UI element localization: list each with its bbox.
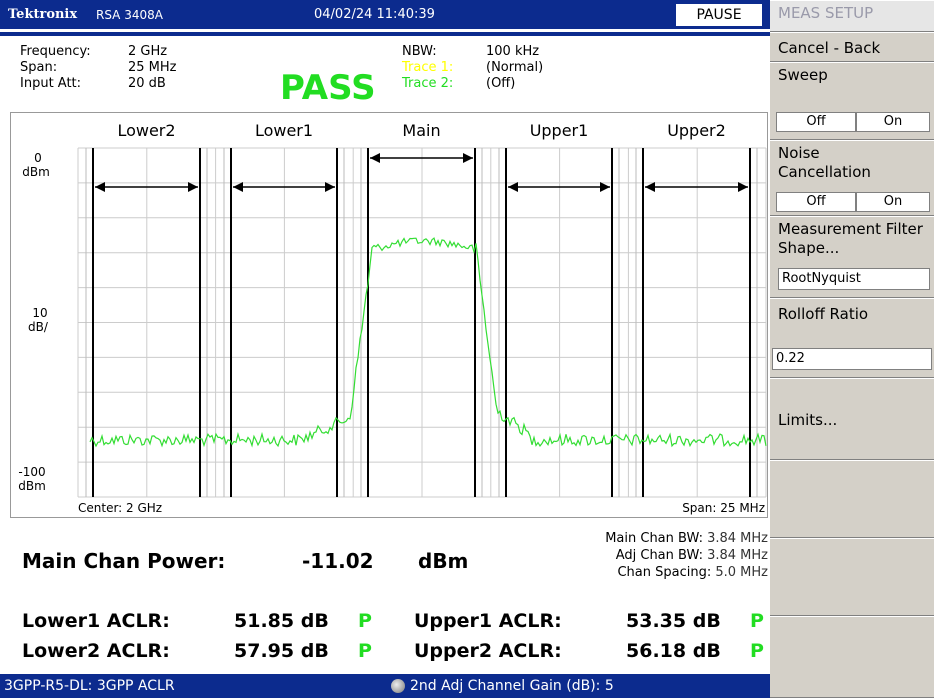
spectrum-graph: Lower2 Lower1 Main Upper1 Upper2 0 dBm 10 dB… — [10, 112, 768, 518]
main-power-value: -11.02 — [302, 549, 374, 573]
label: Rolloff Ratio — [778, 305, 869, 323]
center-label: Center: 2 GHz — [78, 501, 162, 515]
bw-row: Main Chan BW: 3.84 MHz — [605, 530, 768, 547]
noise-button[interactable]: Noise Cancellation — [770, 140, 934, 216]
aclr-value: 51.85 dB — [234, 610, 329, 632]
label: Sweep — [778, 66, 828, 84]
menu-title: MEAS SETUP — [770, 0, 934, 32]
bw-row: Chan Spacing: 5.0 MHz — [605, 564, 768, 581]
header-line — [0, 29, 770, 32]
label: Trace 1: — [402, 60, 454, 75]
value: (Normal) — [486, 60, 544, 75]
rolloff-field[interactable]: 0.22 — [772, 348, 932, 370]
label: NBW: — [402, 44, 437, 59]
label: Main Chan BW: — [605, 531, 703, 546]
aclr-flag: P — [358, 610, 372, 632]
label: Frequency: — [20, 44, 91, 59]
side-menu: MEAS SETUP Cancel - Back Sweep Off On No… — [770, 0, 934, 698]
trace-values: 100 kHz (Normal) (Off) — [486, 44, 543, 92]
brand: Tektronix — [8, 7, 78, 22]
channel-label: Upper2 — [667, 121, 726, 140]
channel-lines: Lower2 Lower1 Main Upper1 Upper2 — [85, 121, 758, 497]
main-power-unit: dBm — [418, 549, 469, 573]
filter-button[interactable]: Measurement Filter Shape... — [770, 216, 934, 298]
value: 2 GHz — [128, 44, 168, 59]
y-label: dBm — [22, 165, 50, 179]
menu-empty — [770, 538, 934, 616]
trace — [89, 237, 767, 448]
bandwidths: Main Chan BW: 3.84 MHz Adj Chan BW: 3.84… — [605, 530, 768, 581]
label: Chan Spacing: — [617, 565, 712, 580]
channel-label: Upper1 — [530, 121, 589, 140]
aclr-value: 53.35 dB — [626, 610, 721, 632]
channel-label: Lower1 — [255, 121, 313, 140]
filter-field[interactable]: RootNyquist — [778, 268, 930, 290]
label: Input Att: — [20, 76, 82, 91]
limits-button[interactable]: Limits... — [770, 378, 934, 460]
model: RSA 3408A — [96, 8, 163, 22]
y-label: 10 — [32, 306, 47, 320]
cancel-button[interactable]: Cancel - Back — [770, 32, 934, 62]
aclr-label: Upper2 ACLR: — [414, 640, 562, 662]
y-labels: 0 dBm 10 dB/ -100 dBm — [18, 151, 50, 493]
value: 3.84 MHz — [707, 548, 768, 563]
aclr-label: Upper1 ACLR: — [414, 610, 562, 632]
y-label: dBm — [18, 479, 46, 493]
grid — [77, 147, 767, 498]
status-info: 2nd Adj Channel Gain (dB): 5 — [410, 678, 614, 694]
y-label: 0 — [34, 151, 42, 165]
aclr-flag: P — [358, 640, 372, 662]
aclr-value: 56.18 dB — [626, 640, 721, 662]
settings-values: 2 GHz 25 MHz 20 dB — [128, 44, 177, 92]
sweep-on[interactable]: On — [856, 112, 930, 132]
aclr-value: 57.95 dB — [234, 640, 329, 662]
datetime: 04/02/24 11:40:39 — [314, 7, 435, 22]
bw-row: Adj Chan BW: 3.84 MHz — [605, 547, 768, 564]
span-label: Span: 25 MHz — [682, 501, 765, 515]
sweep-off[interactable]: Off — [776, 112, 856, 132]
menu-empty — [770, 460, 934, 538]
value: 3.84 MHz — [707, 531, 768, 546]
trace-labels: NBW: Trace 1: Trace 2: — [402, 44, 453, 92]
value: 25 MHz — [128, 60, 177, 75]
noise-off[interactable]: Off — [776, 192, 856, 212]
status-bar — [0, 674, 770, 698]
menu-empty — [770, 616, 934, 698]
y-label: -100 — [18, 465, 45, 479]
value: 20 dB — [128, 76, 166, 91]
pause-button[interactable]: PAUSE — [676, 4, 762, 26]
channel-label: Lower2 — [117, 121, 175, 140]
aclr-flag: P — [750, 610, 764, 632]
verdict: PASS — [280, 68, 376, 108]
status-mode: 3GPP-R5-DL: 3GPP ACLR — [4, 678, 175, 694]
label: Measurement Filter Shape... — [778, 220, 923, 257]
label: Trace 2: — [402, 76, 454, 91]
y-label: dB/ — [28, 320, 49, 334]
aclr-label: Lower1 ACLR: — [22, 610, 170, 632]
value: (Off) — [486, 76, 516, 91]
noise-on[interactable]: On — [856, 192, 930, 212]
aclr-label: Lower2 ACLR: — [22, 640, 170, 662]
value: 5.0 MHz — [715, 565, 768, 580]
value: 100 kHz — [486, 44, 540, 59]
settings-labels: Frequency: Span: Input Att: — [20, 44, 91, 92]
label: Noise Cancellation — [778, 144, 871, 181]
label: Adj Chan BW: — [615, 548, 703, 563]
aclr-flag: P — [750, 640, 764, 662]
graph-frame — [10, 112, 768, 518]
channel-label: Main — [402, 121, 440, 140]
rolloff-button[interactable]: Rolloff Ratio — [770, 298, 934, 378]
status-icon — [391, 679, 405, 693]
label: Span: — [20, 60, 58, 75]
main-power-label: Main Chan Power: — [22, 549, 226, 573]
sweep-button[interactable]: Sweep — [770, 62, 934, 140]
